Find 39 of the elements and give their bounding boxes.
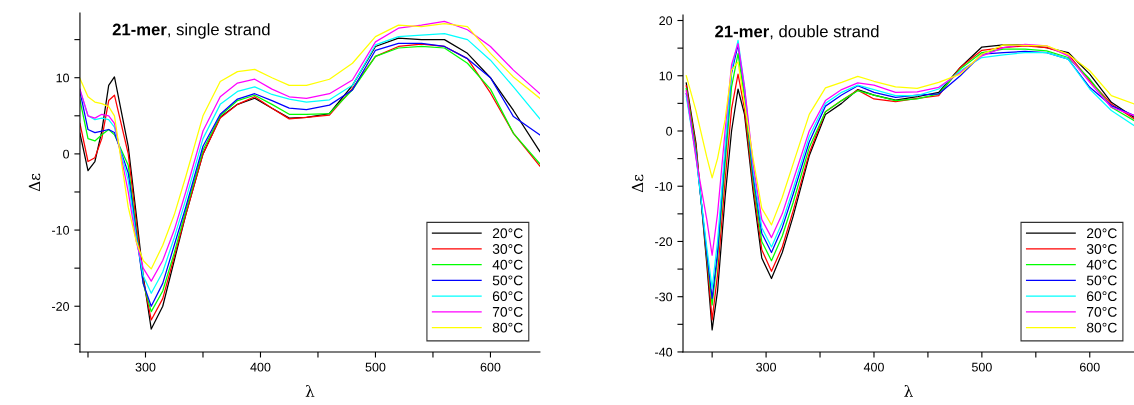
- y-tick-label: -40: [655, 347, 673, 357]
- y-tick-label: -20: [655, 237, 673, 247]
- x-tick-label: 400: [863, 362, 884, 372]
- legend-label: 30°C: [1086, 244, 1117, 254]
- legend-label: 20°C: [1087, 228, 1117, 239]
- legend-label: 80°C: [1086, 322, 1117, 333]
- legend-label: 70°C: [492, 306, 523, 317]
- legend-label: 40°C: [1086, 259, 1117, 270]
- y-tick-label: -20: [52, 302, 70, 311]
- x-axis-title: λ: [904, 385, 913, 397]
- y-tick-label: 0: [63, 149, 70, 159]
- legend-label: 50°C: [492, 275, 523, 286]
- x-tick-label: 600: [1079, 362, 1100, 372]
- text: 21-mer, single strand: [112, 23, 270, 39]
- y-tick-label: 10: [659, 71, 673, 81]
- x-axis-title: λ: [305, 385, 315, 397]
- y-tick-label: -30: [655, 292, 673, 302]
- x-tick-label: 300: [135, 362, 156, 372]
- legend-label: 80°C: [492, 322, 523, 333]
- y-axis-title: Δε: [631, 174, 644, 193]
- legend-label: 40°C: [492, 259, 523, 270]
- x-tick-label: 500: [971, 362, 992, 372]
- y-tick-label: -10: [52, 225, 70, 235]
- legend-label: 60°C: [1087, 291, 1117, 302]
- text: 21-mer, double strand: [715, 25, 879, 40]
- x-tick-label: 500: [365, 362, 386, 372]
- legend-label: 30°C: [492, 244, 523, 254]
- legend-label: 20°C: [492, 228, 523, 239]
- y-tick-label: 0: [666, 126, 673, 136]
- y-axis-title: Δε: [28, 173, 41, 192]
- x-tick-label: 600: [480, 362, 501, 372]
- legend-label: 60°C: [492, 291, 523, 302]
- legend-label: 50°C: [1086, 275, 1117, 286]
- x-tick-label: 300: [756, 362, 777, 372]
- y-tick-label: 10: [56, 73, 70, 83]
- legend-label: 70°C: [1087, 306, 1117, 317]
- y-tick-label: -10: [655, 182, 673, 191]
- x-tick-label: 400: [250, 362, 271, 372]
- y-tick-label: 20: [659, 16, 673, 26]
